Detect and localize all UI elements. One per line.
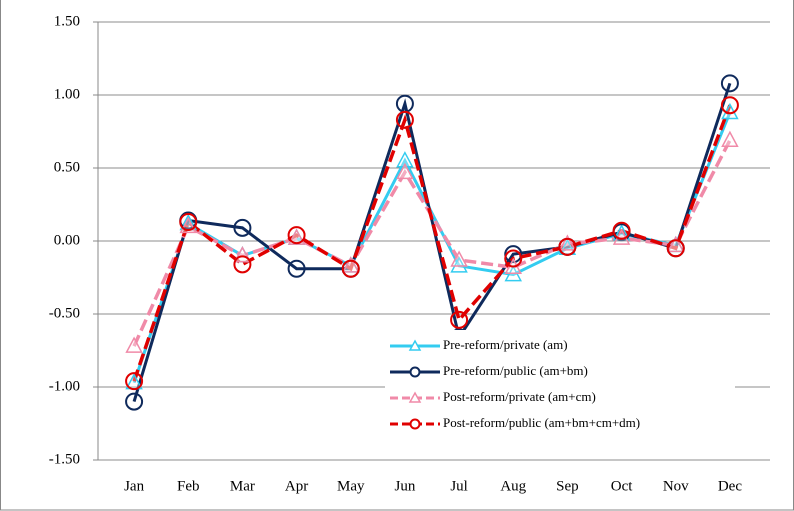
y-tick-label: -1.00 [49, 378, 80, 394]
legend: Pre-reform/private (am) Pre-reform/public… [385, 330, 735, 444]
data-point [395, 110, 414, 129]
data-point [666, 239, 685, 258]
data-point [233, 255, 252, 274]
y-tick-label: 0.00 [54, 232, 80, 248]
data-point [558, 234, 577, 251]
data-point [720, 96, 739, 115]
legend-label: Pre-reform/private (am) [443, 337, 568, 352]
data-point [341, 259, 360, 278]
data-point [720, 74, 739, 93]
legend-label: Post-reform/private (am+cm) [443, 389, 596, 404]
data-point [287, 259, 306, 278]
data-point [125, 392, 144, 411]
x-tick-label: May [337, 478, 365, 494]
data-point [287, 226, 306, 245]
data-point [450, 256, 468, 273]
x-tick-label: Oct [611, 478, 633, 494]
y-tick-label: 0.50 [54, 159, 80, 175]
data-point [341, 256, 360, 273]
x-tick-label: Apr [285, 478, 308, 494]
legend-box [385, 330, 735, 444]
x-tick-label: Jun [394, 478, 415, 494]
data-point [450, 250, 468, 267]
legend-label: Pre-reform/public (am+bm) [443, 363, 588, 378]
data-point [233, 218, 252, 237]
x-tick-label: Dec [718, 478, 742, 494]
x-tick-label: Nov [663, 478, 689, 494]
data-point [450, 310, 469, 329]
legend-marker [408, 339, 422, 351]
data-point [504, 249, 523, 268]
legend-marker [409, 366, 421, 378]
y-tick-label: 1.50 [54, 13, 80, 29]
data-point [396, 151, 414, 168]
x-tick-label: Jul [450, 478, 468, 494]
x-tick-label: Sep [556, 478, 579, 494]
legend-marker [408, 391, 422, 403]
y-tick-label: 1.00 [54, 86, 80, 102]
legend-label: Post-reform/public (am+bm+cm+dm) [443, 415, 640, 430]
x-tick-label: Jan [124, 478, 144, 494]
data-point [612, 221, 631, 240]
x-tick-label: Feb [177, 478, 200, 494]
data-point [721, 130, 739, 148]
x-tick-label: Mar [230, 478, 255, 494]
legend-marker [409, 418, 421, 430]
y-tick-label: -0.50 [49, 305, 80, 321]
data-point [179, 213, 198, 232]
data-point [504, 245, 523, 264]
data-point [666, 235, 685, 253]
series-line [132, 82, 732, 403]
data-point [125, 372, 144, 391]
data-point [125, 336, 143, 353]
data-point [558, 237, 577, 256]
y-tick-label: -1.50 [49, 451, 80, 467]
data-point [396, 162, 414, 180]
x-tick-label: Aug [500, 478, 526, 494]
series-line [132, 104, 732, 382]
